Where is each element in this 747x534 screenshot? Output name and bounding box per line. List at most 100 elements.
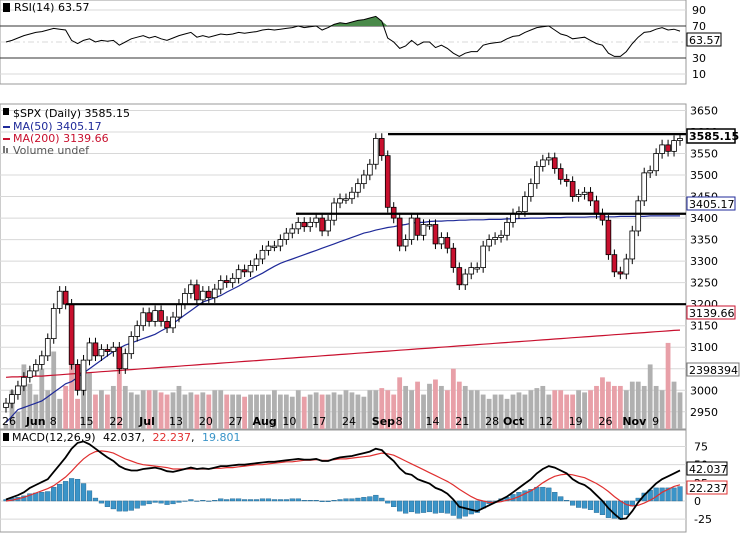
candle-body <box>247 265 254 273</box>
candle-body <box>623 258 630 275</box>
volume-bar <box>39 368 45 429</box>
volume-bar <box>134 394 140 429</box>
volume-bar <box>474 390 480 429</box>
ma50-tag: 3405.17 <box>686 196 736 211</box>
macd-legend-hist: 19.801 <box>202 431 241 444</box>
candle-body <box>563 178 570 182</box>
macd-histogram-bar <box>414 500 421 514</box>
volume-bar <box>218 390 224 429</box>
candle-body <box>241 269 248 273</box>
volume-bar <box>3 424 9 429</box>
volume-bar <box>9 390 15 429</box>
candle-body <box>408 217 415 240</box>
macd-histogram-bar <box>158 500 164 504</box>
x-axis-label: 15 <box>80 415 94 428</box>
volume-bar <box>75 398 80 429</box>
volume-bar <box>331 392 337 429</box>
candle-body <box>384 155 391 208</box>
candle-body <box>355 183 361 193</box>
candle-body <box>349 191 355 200</box>
x-axis-label: 8 <box>50 415 57 428</box>
macd-histogram-bar <box>325 500 331 502</box>
candle-body <box>492 237 498 240</box>
volume-legend: Volume undef <box>13 144 90 157</box>
candle-body <box>677 138 683 141</box>
volume-bar <box>194 394 200 429</box>
candle-body <box>3 402 9 408</box>
candle-body <box>223 280 230 284</box>
macd-histogram-bar <box>474 500 480 513</box>
last-price-tag: 3585.15 <box>686 128 739 144</box>
volume-bar <box>146 390 152 429</box>
volume-bar <box>397 377 403 429</box>
volume-bar <box>635 381 641 429</box>
candle-body <box>146 312 152 322</box>
volume-bar <box>355 394 361 429</box>
macd-histogram-bar <box>540 486 546 502</box>
volume-bar <box>564 394 570 429</box>
macd-histogram-bar <box>337 499 343 502</box>
macd-histogram-bar <box>259 498 266 502</box>
candle-body <box>611 254 618 273</box>
candle-body <box>235 269 242 279</box>
macd-histogram-bar <box>361 497 367 502</box>
x-axis-label: 26 <box>2 415 16 428</box>
volume-bar <box>385 390 391 429</box>
volume-bar <box>421 394 426 429</box>
macd-histogram-bar <box>558 496 564 502</box>
price-legend: $SPX (Daily) 3585.15 MA(50) 3405.17 MA(2… <box>3 107 130 157</box>
candle-body <box>295 221 302 230</box>
volume-bar <box>444 390 450 429</box>
macd-histogram-bar <box>307 500 313 502</box>
candle-body <box>414 217 421 236</box>
candle-body <box>545 157 552 161</box>
candle-body <box>74 364 81 391</box>
volume-bar <box>373 390 379 429</box>
candle-body <box>62 290 69 305</box>
volume-bar <box>224 394 230 429</box>
candle-body <box>86 342 93 361</box>
macd-histogram-bar <box>51 486 57 502</box>
volume-bar <box>337 394 343 429</box>
candle-body <box>498 234 504 238</box>
candle-body <box>50 308 57 340</box>
macd-histogram-bar <box>218 498 224 502</box>
macd-value-label: 42.037 <box>689 463 728 476</box>
candle-body <box>343 198 349 201</box>
price-tick-label: 3550 <box>690 148 718 161</box>
macd-signal-label: 22.237 <box>689 482 728 495</box>
candle-body <box>307 221 313 228</box>
candle-body <box>200 290 206 301</box>
volume-bar <box>540 385 546 429</box>
candle-body <box>396 217 403 247</box>
macd-histogram-bar <box>450 500 456 516</box>
volume-bar <box>349 392 355 429</box>
candle-body <box>164 320 170 329</box>
ma200-legend: MA(200) 3139.66 <box>13 132 109 145</box>
macd-legend-value: 42.037 <box>103 431 142 444</box>
volume-bar <box>588 390 593 429</box>
ma50-legend: MA(50) 3405.17 <box>13 120 102 133</box>
macd-histogram-bar <box>343 498 349 502</box>
macd-histogram-bar <box>247 499 254 502</box>
candle-body <box>540 159 546 167</box>
volume-bar <box>319 394 325 429</box>
candle-body <box>462 273 469 286</box>
volume-bar <box>277 394 283 429</box>
x-axis-label: Nov <box>622 415 647 428</box>
price-tick-label: 3000 <box>690 384 718 397</box>
volume-bar <box>665 342 671 429</box>
macd-histogram-bar <box>206 500 212 502</box>
macd-histogram-bar <box>39 492 45 502</box>
x-axis-label: Jul <box>138 415 155 428</box>
volume-bar <box>122 385 128 429</box>
candle-body <box>188 284 194 294</box>
volume-bar <box>409 390 414 429</box>
candle-body <box>134 325 141 337</box>
volume-bar <box>164 394 170 429</box>
macd-histogram-bar <box>283 499 289 502</box>
macd-histogram-bar <box>391 500 397 507</box>
candle-body <box>15 385 21 395</box>
macd-histogram-bar <box>576 500 582 508</box>
volume-bar <box>110 385 116 429</box>
